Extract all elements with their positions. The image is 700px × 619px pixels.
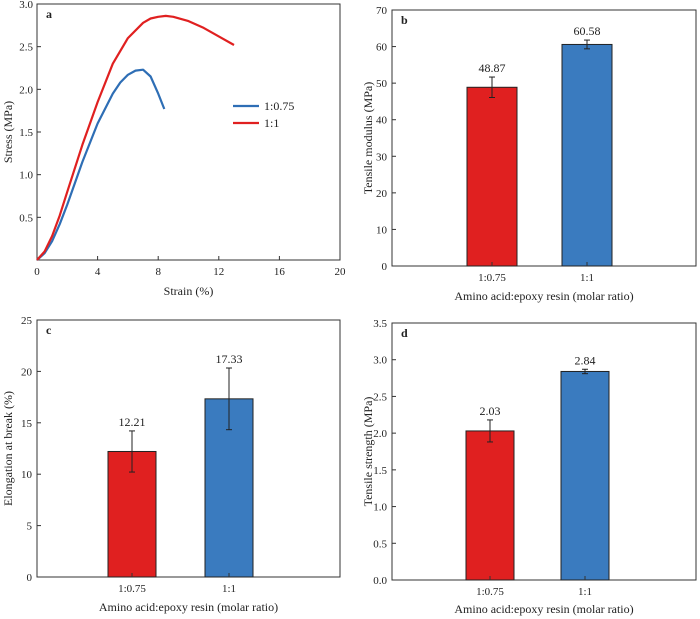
y-tick-label: 15 [21,418,33,430]
y-tick-label: 25 [21,315,33,327]
x-tick-label: 1:0.75 [118,583,146,595]
panel-letter: a [46,7,52,21]
y-tick-label: 20 [376,188,388,200]
y-axis-label: Elongation at break (%) [1,391,15,506]
x-tick-label: 1:0.75 [476,586,504,598]
y-tick-label: 2.0 [373,428,387,440]
plot-frame [391,9,697,267]
x-tick-label: 0 [34,266,40,278]
y-tick-label: 0 [27,572,33,584]
panel-c: c Elongation at break (%) Amino acid:epoxy… [1,315,341,614]
y-tick-label: 2.5 [373,391,387,403]
x-tick-label: 8 [155,266,161,278]
x-tick-label: 4 [95,266,101,278]
y-tick-label: 3.0 [19,0,33,11]
legend: 1:0.75 1:1 [233,99,294,130]
y-tick-label: 20 [21,366,33,378]
panel-a: a Stress (MPa) Strain (%) 0 4 8 12 16 20 0.5 1.0 1.… [1,0,346,298]
x-tick-label: 1:1 [222,583,236,595]
panel-b: b Tensile modulus (MPa) Amino acid:epoxy r… [361,5,697,303]
y-tick-label: 70 [376,5,388,17]
y-tick-label: 3.5 [373,318,387,330]
y-tick-label: 0.5 [373,538,387,550]
data-label: 48.87 [479,61,506,75]
y-tick-label: 40 [376,115,388,127]
x-axis-label: Amino acid:epoxy resin (molar ratio) [454,289,633,303]
y-axis-label: Tensile modulus (MPa) [361,82,375,194]
x-tick-label: 1:1 [578,586,592,598]
y-tick-label: 5 [27,521,33,533]
data-label: 60.58 [574,24,601,38]
plot-frame [36,319,341,578]
data-label: 2.84 [575,353,596,367]
x-tick-label: 20 [335,266,347,278]
series-line-ratio-1 [36,14,235,261]
y-axis-label: Stress (MPa) [1,101,15,163]
bar-ratio-0-75 [466,86,518,267]
y-tick-label: 1.0 [19,170,33,182]
y-tick-label: 50 [376,78,388,90]
x-axis-label: Strain (%) [164,284,214,298]
panel-d: d Tensile strength (MPa) Amino acid:epoxy … [361,318,697,616]
legend-label: 1:1 [264,116,279,130]
bar-ratio-0-75 [465,430,515,581]
panel-letter: b [401,13,408,27]
data-label: 2.03 [480,404,501,418]
y-tick-label: 30 [376,151,388,163]
y-tick-label: 3.0 [373,355,387,367]
y-tick-label: 1.0 [373,502,387,514]
y-tick-label: 10 [21,469,33,481]
series-line-ratio-0-75 [36,68,166,261]
bar-ratio-1 [560,370,610,581]
y-tick-label: 2.0 [19,84,33,96]
y-tick-label: 60 [376,42,388,54]
x-tick-label: 1:0.75 [478,272,506,284]
x-axis-label: Amino acid:epoxy resin (molar ratio) [99,600,278,614]
x-axis-label: Amino acid:epoxy resin (molar ratio) [454,602,633,616]
legend-label: 1:0.75 [264,99,294,113]
y-tick-label: 0 [382,261,388,273]
y-axis-label: Tensile strength (MPa) [361,397,375,507]
panel-letter: c [46,323,52,337]
y-tick-label: 1.5 [373,465,387,477]
data-label: 17.33 [216,352,243,366]
y-tick-label: 2.5 [19,42,33,54]
data-label: 12.21 [119,415,146,429]
x-tick-label: 1:1 [580,272,594,284]
bar-ratio-1 [561,43,613,267]
y-tick-label: 0.0 [373,575,387,587]
panel-letter: d [401,326,408,340]
plot-frame [391,322,697,581]
y-tick-label: 1.5 [19,127,33,139]
x-tick-label: 12 [213,266,224,278]
y-tick-label: 0.5 [19,212,33,224]
y-tick-label: 10 [376,224,388,236]
x-tick-label: 16 [274,266,286,278]
plot-frame [36,3,341,261]
